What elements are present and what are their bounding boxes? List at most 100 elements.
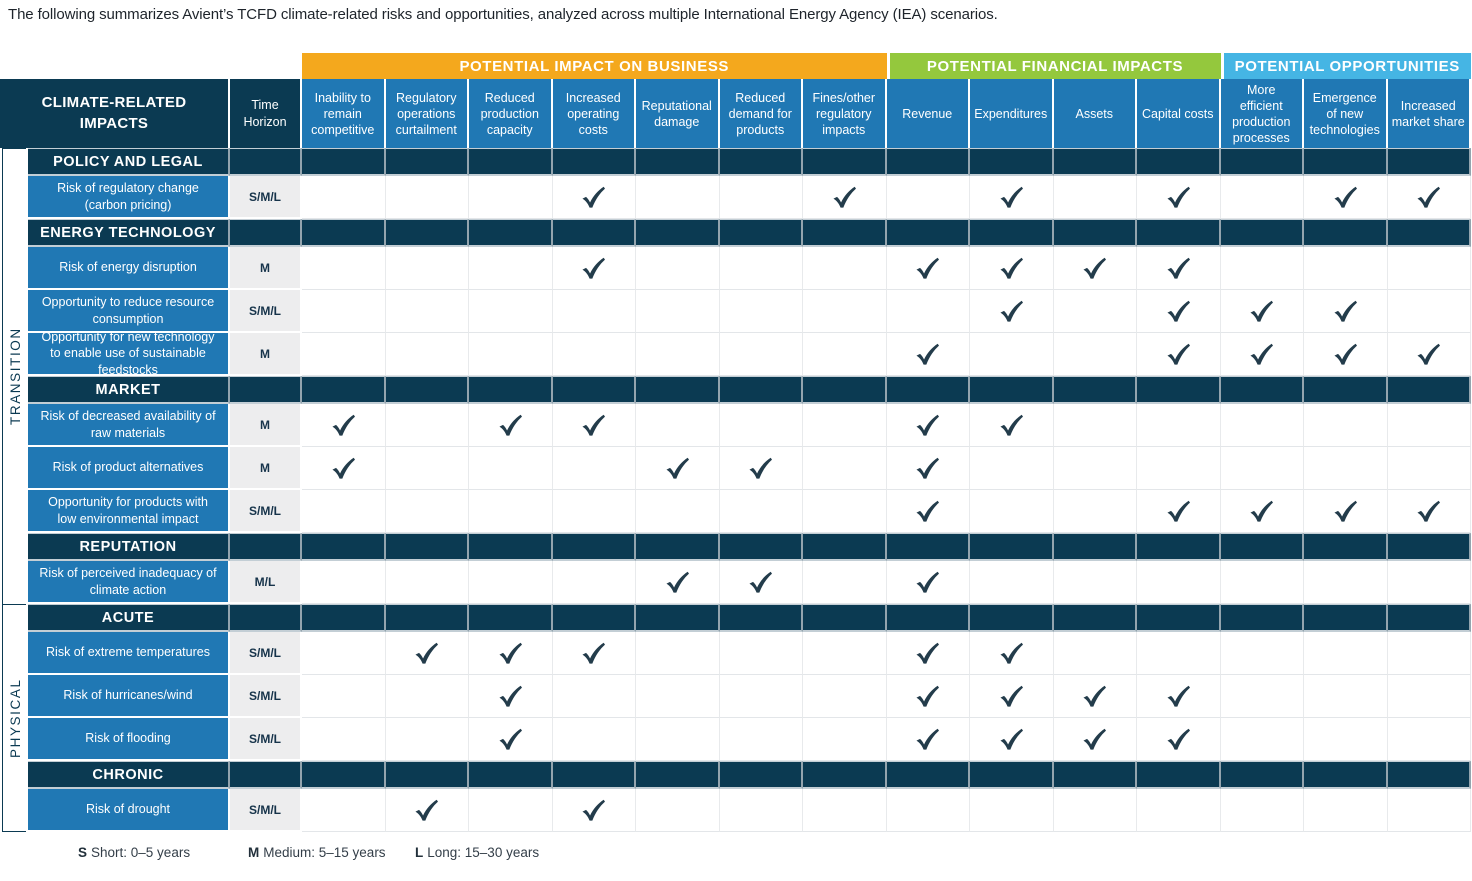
matrix-cell <box>970 632 1054 675</box>
check-icon <box>1416 500 1441 523</box>
time-horizon-value: S/M/L <box>230 290 302 333</box>
matrix-cell <box>1220 176 1304 219</box>
time-horizon-value: M <box>230 247 302 290</box>
column-header: Revenue <box>886 79 970 148</box>
matrix-cell <box>636 447 720 490</box>
matrix-cell <box>636 632 720 675</box>
check-icon <box>1249 300 1274 323</box>
legend-text: Short: 0–5 years <box>91 845 191 860</box>
matrix-cell <box>302 290 386 333</box>
group-header: POTENTIAL OPPORTUNITIES <box>1220 53 1471 79</box>
zone-bracket-tick-middle <box>2 604 26 605</box>
matrix-cell <box>1053 247 1137 290</box>
section-cell <box>302 376 386 404</box>
matrix-cell <box>1304 490 1388 533</box>
matrix-cell <box>886 333 970 376</box>
matrix-cell <box>1387 247 1471 290</box>
column-header: Increased operating costs <box>552 79 636 148</box>
section-header: ACUTE <box>28 604 230 632</box>
section-cell <box>1053 376 1137 404</box>
section-cell <box>803 533 887 561</box>
matrix-cell <box>1304 333 1388 376</box>
matrix-cell <box>552 718 636 761</box>
section-cell <box>636 604 720 632</box>
matrix-cell <box>1304 176 1388 219</box>
matrix-cell <box>1137 789 1221 832</box>
matrix-cell <box>1137 247 1221 290</box>
section-cell <box>886 219 970 247</box>
row-label: Opportunity to reduce resource consumpti… <box>28 290 230 333</box>
section-cell <box>886 604 970 632</box>
section-cell <box>469 148 553 176</box>
column-header: Reduced production capacity <box>469 79 553 148</box>
matrix-cell <box>636 290 720 333</box>
section-cell <box>636 761 720 789</box>
check-icon <box>915 571 940 594</box>
check-icon <box>498 728 523 751</box>
matrix-cell <box>1053 404 1137 447</box>
time-horizon-value: S/M/L <box>230 789 302 832</box>
matrix-cell <box>302 718 386 761</box>
matrix-cell <box>803 333 887 376</box>
matrix-cell <box>719 247 803 290</box>
section-cell <box>719 604 803 632</box>
time-horizon-value: S/M/L <box>230 176 302 219</box>
check-icon <box>915 685 940 708</box>
check-icon <box>581 642 606 665</box>
matrix-cell <box>469 247 553 290</box>
section-cell <box>552 761 636 789</box>
check-icon <box>832 186 857 209</box>
matrix-cell <box>886 718 970 761</box>
section-cell <box>803 604 887 632</box>
check-icon <box>915 257 940 280</box>
column-header: Reputational damage <box>636 79 720 148</box>
group-header: POTENTIAL FINANCIAL IMPACTS <box>886 53 1221 79</box>
matrix-cell <box>970 490 1054 533</box>
section-cell <box>636 376 720 404</box>
matrix-cell <box>385 561 469 604</box>
check-icon <box>1166 500 1191 523</box>
legend-key: L <box>415 845 424 860</box>
matrix-cell <box>1053 718 1137 761</box>
section-cell <box>1387 148 1471 176</box>
matrix-cell <box>970 247 1054 290</box>
matrix-cell <box>636 675 720 718</box>
row-label: Risk of extreme temperatures <box>28 632 230 675</box>
section-cell <box>1220 761 1304 789</box>
time-horizon-value: S/M/L <box>230 632 302 675</box>
matrix-cell <box>1304 447 1388 490</box>
matrix-cell <box>886 290 970 333</box>
check-icon <box>999 186 1024 209</box>
section-cell <box>1387 604 1471 632</box>
matrix-cell <box>719 718 803 761</box>
matrix-cell <box>719 490 803 533</box>
matrix-cell <box>886 789 970 832</box>
check-icon <box>1166 257 1191 280</box>
matrix-cell <box>1387 447 1471 490</box>
section-cell <box>469 604 553 632</box>
matrix-cell <box>1137 718 1221 761</box>
section-cell <box>970 219 1054 247</box>
check-icon <box>999 414 1024 437</box>
time-horizon-value: S/M/L <box>230 490 302 533</box>
section-cell <box>469 376 553 404</box>
matrix-cell <box>1220 333 1304 376</box>
check-icon <box>1249 500 1274 523</box>
section-cell <box>1220 533 1304 561</box>
section-cell <box>1220 376 1304 404</box>
section-cell <box>970 533 1054 561</box>
matrix-cell <box>552 789 636 832</box>
matrix-cell <box>1304 247 1388 290</box>
column-header: Emergence of new technologies <box>1304 79 1388 148</box>
column-header: Regulatory operations curtailment <box>385 79 469 148</box>
matrix-cell <box>1137 490 1221 533</box>
matrix-cell <box>552 490 636 533</box>
check-icon <box>1416 186 1441 209</box>
legend-item-long: L Long: 15–30 years <box>415 845 539 860</box>
matrix-cell <box>636 176 720 219</box>
check-icon <box>1166 685 1191 708</box>
matrix-cell <box>469 447 553 490</box>
check-icon <box>915 343 940 366</box>
zone-bracket-tick-top <box>2 148 26 149</box>
